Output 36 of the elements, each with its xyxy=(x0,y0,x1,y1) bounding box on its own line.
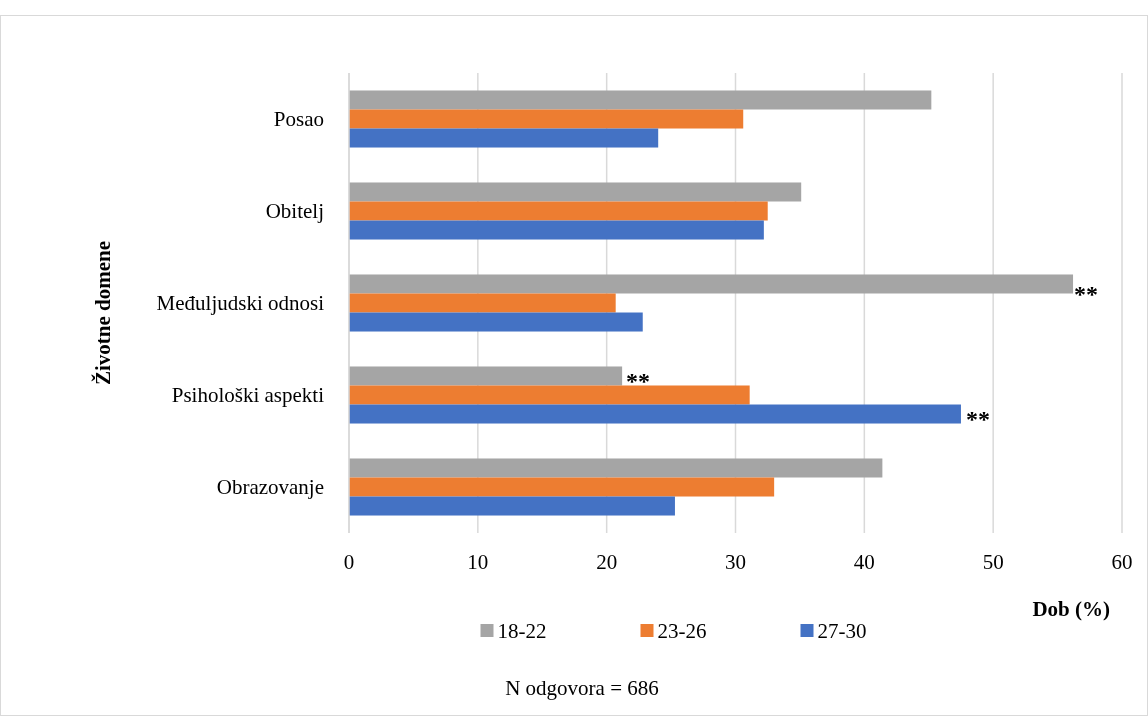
x-tick-label: 0 xyxy=(343,550,355,574)
bar xyxy=(349,182,802,202)
bar xyxy=(349,109,744,129)
bar xyxy=(349,496,675,516)
text: N odgovora = 686 xyxy=(505,676,659,700)
y-tick-label: Psihološki aspekti xyxy=(171,383,325,407)
bar xyxy=(349,220,764,240)
annotation: ** xyxy=(626,368,650,394)
legend-label: 18-22 xyxy=(497,619,547,643)
bar xyxy=(349,385,750,405)
legend-label: 27-30 xyxy=(817,619,867,643)
bar xyxy=(349,90,932,110)
bar xyxy=(349,458,883,478)
annotation: ** xyxy=(966,406,990,432)
bar xyxy=(349,404,961,424)
x-tick-label: 40 xyxy=(853,550,875,574)
bar xyxy=(349,312,643,332)
y-tick-label: Obitelj xyxy=(265,199,324,223)
bar xyxy=(349,274,1074,294)
y-tick-label: Posao xyxy=(273,107,324,131)
x-tick-label: 60 xyxy=(1111,550,1133,574)
x-tick-label: 20 xyxy=(596,550,618,574)
bar xyxy=(349,477,775,497)
legend-label: 23-26 xyxy=(657,619,707,643)
x-tick-label: 50 xyxy=(982,550,1004,574)
x-tick-label: 10 xyxy=(467,550,489,574)
bar xyxy=(349,293,616,313)
y-tick-label: Međuljudski odnosi xyxy=(156,291,325,315)
x-axis-title: Dob (%) xyxy=(1032,597,1110,621)
bar xyxy=(349,366,623,386)
x-tick-label: 30 xyxy=(725,550,746,574)
annotation: ** xyxy=(1074,281,1098,307)
y-tick-label: Obrazovanje xyxy=(216,475,324,499)
bar xyxy=(349,201,768,221)
y-axis-title: Životne domene xyxy=(91,240,115,386)
bar xyxy=(349,128,659,148)
